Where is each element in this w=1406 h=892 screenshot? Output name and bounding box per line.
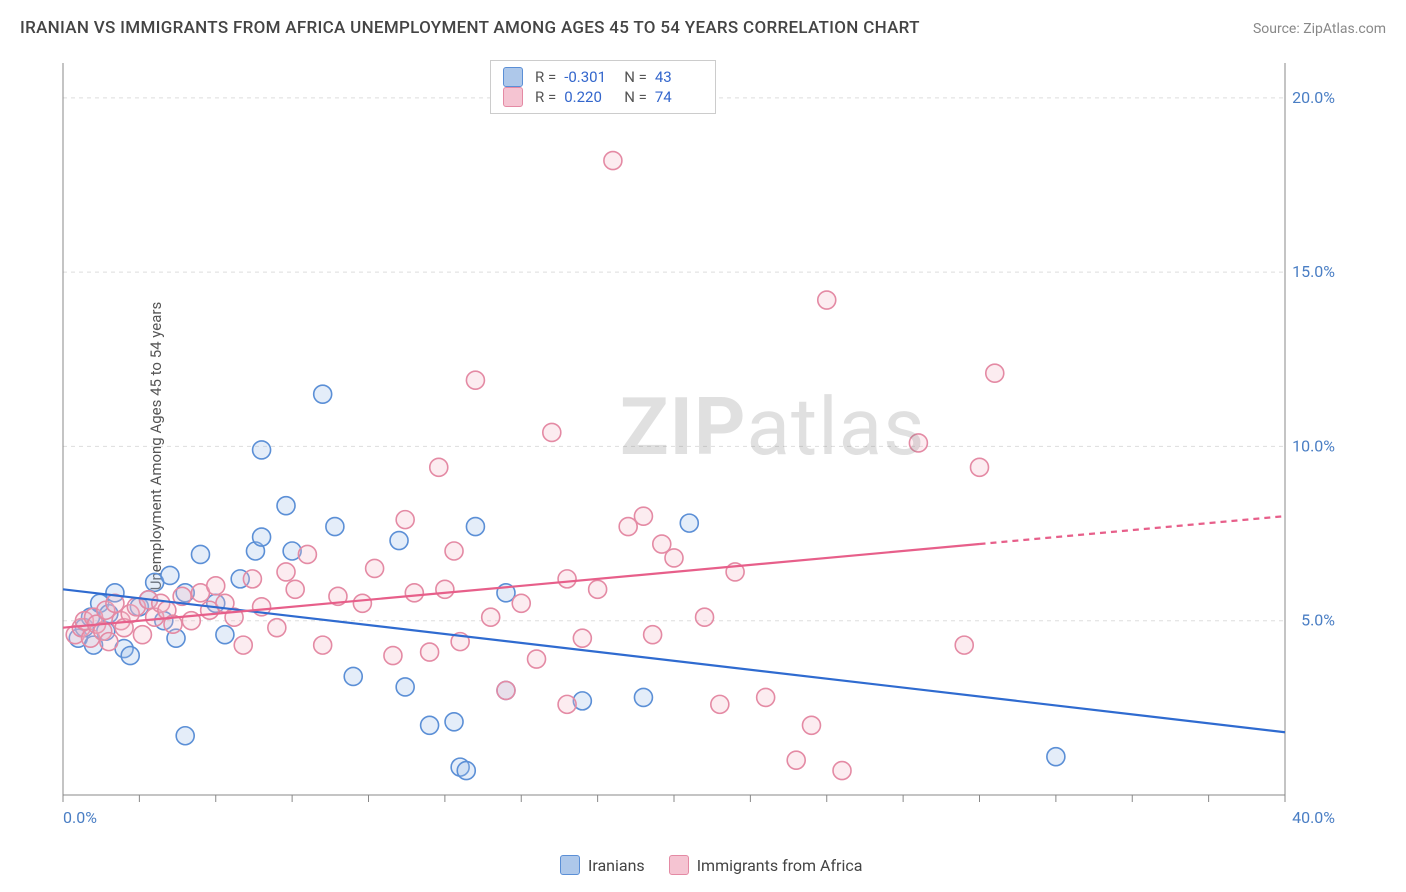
legend-label: Iranians — [588, 856, 645, 875]
data-point — [445, 542, 463, 560]
data-point — [326, 518, 344, 536]
data-point — [176, 727, 194, 745]
data-point — [466, 371, 484, 389]
data-point — [405, 584, 423, 602]
data-point — [396, 678, 414, 696]
data-point — [680, 514, 698, 532]
data-point — [634, 688, 652, 706]
data-point — [384, 647, 402, 665]
data-point — [757, 688, 775, 706]
data-point — [457, 762, 475, 780]
stats-row: R = 0.220 N = 74 — [503, 87, 703, 107]
data-point — [634, 507, 652, 525]
data-point — [558, 695, 576, 713]
data-point — [497, 681, 515, 699]
data-point — [482, 608, 500, 626]
legend-swatch-icon — [503, 87, 523, 107]
data-point — [207, 577, 225, 595]
data-point — [277, 563, 295, 581]
data-point — [558, 570, 576, 588]
stat-r-label: R = — [535, 88, 556, 106]
data-point — [314, 385, 332, 403]
data-point — [909, 434, 927, 452]
stat-n-label: N = — [624, 68, 647, 86]
legend-item: Iranians — [560, 855, 645, 875]
data-point — [268, 619, 286, 637]
stats-box: R = -0.301 N = 43 R = 0.220 N = 74 — [490, 60, 716, 114]
stat-r-value: -0.301 — [564, 68, 612, 86]
data-point — [133, 626, 151, 644]
data-point — [121, 647, 139, 665]
data-point — [100, 633, 118, 651]
data-point — [696, 608, 714, 626]
bottom-legend: Iranians Immigrants from Africa — [560, 855, 862, 875]
data-point — [298, 545, 316, 563]
data-point — [543, 423, 561, 441]
data-point — [286, 580, 304, 598]
data-point — [711, 695, 729, 713]
data-point — [366, 559, 384, 577]
data-point — [445, 713, 463, 731]
data-point — [436, 580, 454, 598]
data-point — [589, 580, 607, 598]
stat-n-value: 43 — [655, 68, 703, 86]
data-point — [818, 291, 836, 309]
chart-area: 5.0% 10.0% 15.0% 20.0% 0.0% 40.0% — [55, 55, 1345, 835]
x-tick-label: 40.0% — [1292, 808, 1335, 827]
x-tick-label: 0.0% — [63, 808, 97, 827]
data-point — [802, 716, 820, 734]
stat-r-label: R = — [535, 68, 556, 86]
data-point — [619, 518, 637, 536]
data-point — [466, 518, 484, 536]
legend-swatch-icon — [669, 855, 689, 875]
data-point — [253, 441, 271, 459]
data-point — [421, 643, 439, 661]
data-point — [314, 636, 332, 654]
data-point — [1047, 748, 1065, 766]
data-point — [833, 762, 851, 780]
scatter-chart-svg: 5.0% 10.0% 15.0% 20.0% 0.0% 40.0% — [55, 55, 1345, 835]
data-point — [353, 594, 371, 612]
legend-swatch-icon — [560, 855, 580, 875]
data-point — [277, 497, 295, 515]
data-point — [955, 636, 973, 654]
data-point — [787, 751, 805, 769]
data-point — [191, 545, 209, 563]
trend-line-dashed — [980, 516, 1286, 544]
stats-row: R = -0.301 N = 43 — [503, 67, 703, 87]
source-label: Source: ZipAtlas.com — [1253, 21, 1386, 37]
chart-title: IRANIAN VS IMMIGRANTS FROM AFRICA UNEMPL… — [20, 18, 920, 38]
stat-n-value: 74 — [655, 88, 703, 106]
data-point — [243, 570, 261, 588]
y-tick-label: 5.0% — [1301, 611, 1335, 630]
stat-r-value: 0.220 — [564, 88, 612, 106]
data-point — [421, 716, 439, 734]
data-point — [390, 532, 408, 550]
data-point — [986, 364, 1004, 382]
data-point — [396, 511, 414, 529]
data-point — [253, 528, 271, 546]
data-point — [512, 594, 530, 612]
data-point — [573, 629, 591, 647]
legend-swatch-icon — [503, 67, 523, 87]
data-point — [604, 152, 622, 170]
y-tick-label: 20.0% — [1292, 88, 1335, 107]
data-point — [216, 626, 234, 644]
data-point — [161, 566, 179, 584]
y-tick-label: 15.0% — [1292, 262, 1335, 281]
data-point — [430, 458, 448, 476]
stat-n-label: N = — [624, 88, 647, 106]
legend-item: Immigrants from Africa — [669, 855, 863, 875]
data-point — [528, 650, 546, 668]
data-point — [344, 667, 362, 685]
data-point — [665, 549, 683, 567]
data-point — [971, 458, 989, 476]
data-point — [644, 626, 662, 644]
legend-label: Immigrants from Africa — [697, 856, 863, 875]
y-tick-label: 10.0% — [1292, 436, 1335, 455]
data-point — [234, 636, 252, 654]
